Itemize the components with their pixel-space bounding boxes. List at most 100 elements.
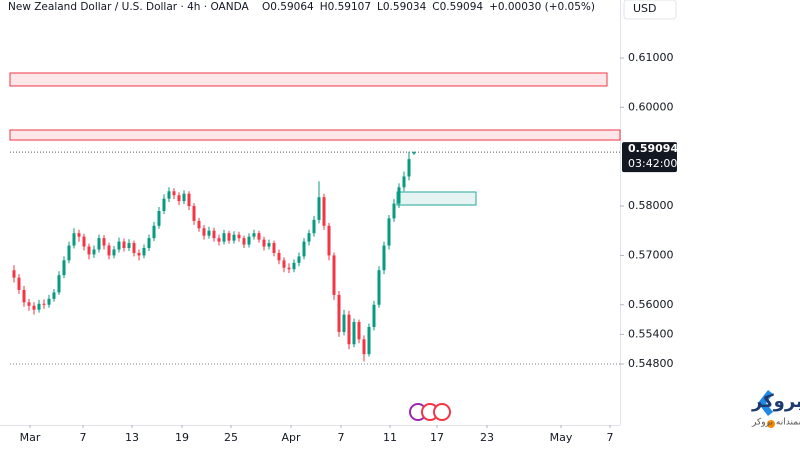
candle-body xyxy=(387,218,391,246)
candle-body xyxy=(392,203,396,219)
y-tick-label: 0.57000 xyxy=(628,248,674,261)
y-tick-label: 0.60000 xyxy=(628,100,674,113)
candle-body xyxy=(292,262,296,270)
candle-body xyxy=(152,225,156,239)
candle-body xyxy=(382,245,386,271)
candle-body xyxy=(137,252,141,256)
candle-body xyxy=(77,233,81,237)
currency-label: USD xyxy=(633,2,657,15)
candle-body xyxy=(332,255,336,295)
events-icon xyxy=(409,403,451,421)
candle-body xyxy=(97,238,101,250)
currency-button[interactable] xyxy=(623,0,677,20)
candle-body xyxy=(32,305,36,310)
candle-body xyxy=(312,219,316,234)
watermark-box xyxy=(647,385,785,432)
candle-body xyxy=(177,195,181,202)
candle-body xyxy=(117,241,121,250)
candle-body xyxy=(132,243,136,253)
watermark: کدام بروکر انتخاب هوشمندانه بروکر xyxy=(647,385,800,432)
candle-body xyxy=(172,191,176,196)
candle-body xyxy=(357,322,361,340)
candle-body xyxy=(232,234,236,241)
logo-chevron xyxy=(758,390,773,416)
brand-tagline: انتخاب هوشمندانه بروکر xyxy=(751,418,800,428)
brand-name: کدام بروکر xyxy=(751,391,800,412)
candle-body xyxy=(282,260,286,268)
candle-body xyxy=(147,238,151,249)
x-tick-label: 23 xyxy=(480,431,494,444)
candle-body xyxy=(122,241,126,249)
candle-body xyxy=(192,206,196,221)
price-tag xyxy=(622,142,677,173)
candle-body xyxy=(57,275,61,293)
candle-body xyxy=(112,249,116,256)
ohlc-legend: O0.59064 H0.59107 L0.59034 C0.59094 +0.00030… xyxy=(262,1,595,13)
x-tick-label: 11 xyxy=(383,431,397,444)
candle-body xyxy=(302,241,306,257)
candle-body xyxy=(337,294,341,332)
candle-body xyxy=(352,322,356,345)
candle-body xyxy=(252,233,256,237)
candle-body xyxy=(372,304,376,327)
ohlc-value: O0.59064 xyxy=(262,1,314,13)
candle-body xyxy=(47,298,51,305)
ohlc-value: C0.59094 xyxy=(432,1,483,13)
candle-body xyxy=(212,230,216,239)
zone xyxy=(9,72,608,87)
zone xyxy=(396,191,477,206)
candle-body xyxy=(107,245,111,256)
x-tick-label: 7 xyxy=(607,431,614,444)
candle-body xyxy=(202,228,206,236)
candle-body xyxy=(307,233,311,242)
y-tick-label: 0.56000 xyxy=(628,298,674,311)
event-icon xyxy=(433,403,451,421)
candle-body xyxy=(242,238,246,245)
countdown: 03:42:00 xyxy=(628,157,677,170)
candle-body xyxy=(157,210,161,226)
candle-body xyxy=(222,233,226,242)
candle-body xyxy=(92,249,96,255)
candle-body xyxy=(262,239,266,247)
candle-body xyxy=(42,303,46,305)
candle-body xyxy=(342,314,346,332)
candle-body xyxy=(267,243,271,247)
x-tick-label: 25 xyxy=(224,431,238,444)
candle-body xyxy=(67,245,71,261)
y-tick-label: 0.58000 xyxy=(628,199,674,212)
x-tick-label: 7 xyxy=(80,431,87,444)
candle-body xyxy=(272,243,276,253)
candle-body xyxy=(287,267,291,270)
candle-body xyxy=(167,191,171,199)
ohlc-value: +0.00030 (+0.05%) xyxy=(489,1,595,13)
candle-body xyxy=(62,260,66,276)
x-tick-label: May xyxy=(550,431,573,444)
candle-body xyxy=(217,238,221,242)
candle-body xyxy=(277,252,281,261)
x-tick-label: 7 xyxy=(338,431,345,444)
candle-body xyxy=(52,292,56,299)
candle-body xyxy=(227,233,231,241)
candle-body xyxy=(197,220,201,229)
x-tick-label: Apr xyxy=(281,431,301,444)
candle-body xyxy=(407,159,411,177)
candle-body xyxy=(207,230,211,236)
candle-body xyxy=(367,326,371,355)
candle-body xyxy=(127,243,131,249)
x-tick-label: Mar xyxy=(20,431,41,444)
candle-body xyxy=(237,234,241,239)
candle-body xyxy=(317,197,321,220)
x-tick-label: 13 xyxy=(125,431,139,444)
candle-body xyxy=(27,302,31,306)
candle-body xyxy=(297,256,301,263)
candle-body xyxy=(162,198,166,211)
candle-body xyxy=(12,270,16,278)
candle-body xyxy=(377,270,381,305)
candle-body xyxy=(412,152,416,154)
candle-body xyxy=(82,236,86,247)
candle-body xyxy=(362,339,366,355)
plot-area xyxy=(9,72,621,365)
candle-body xyxy=(87,246,91,255)
candle-body xyxy=(347,314,351,345)
